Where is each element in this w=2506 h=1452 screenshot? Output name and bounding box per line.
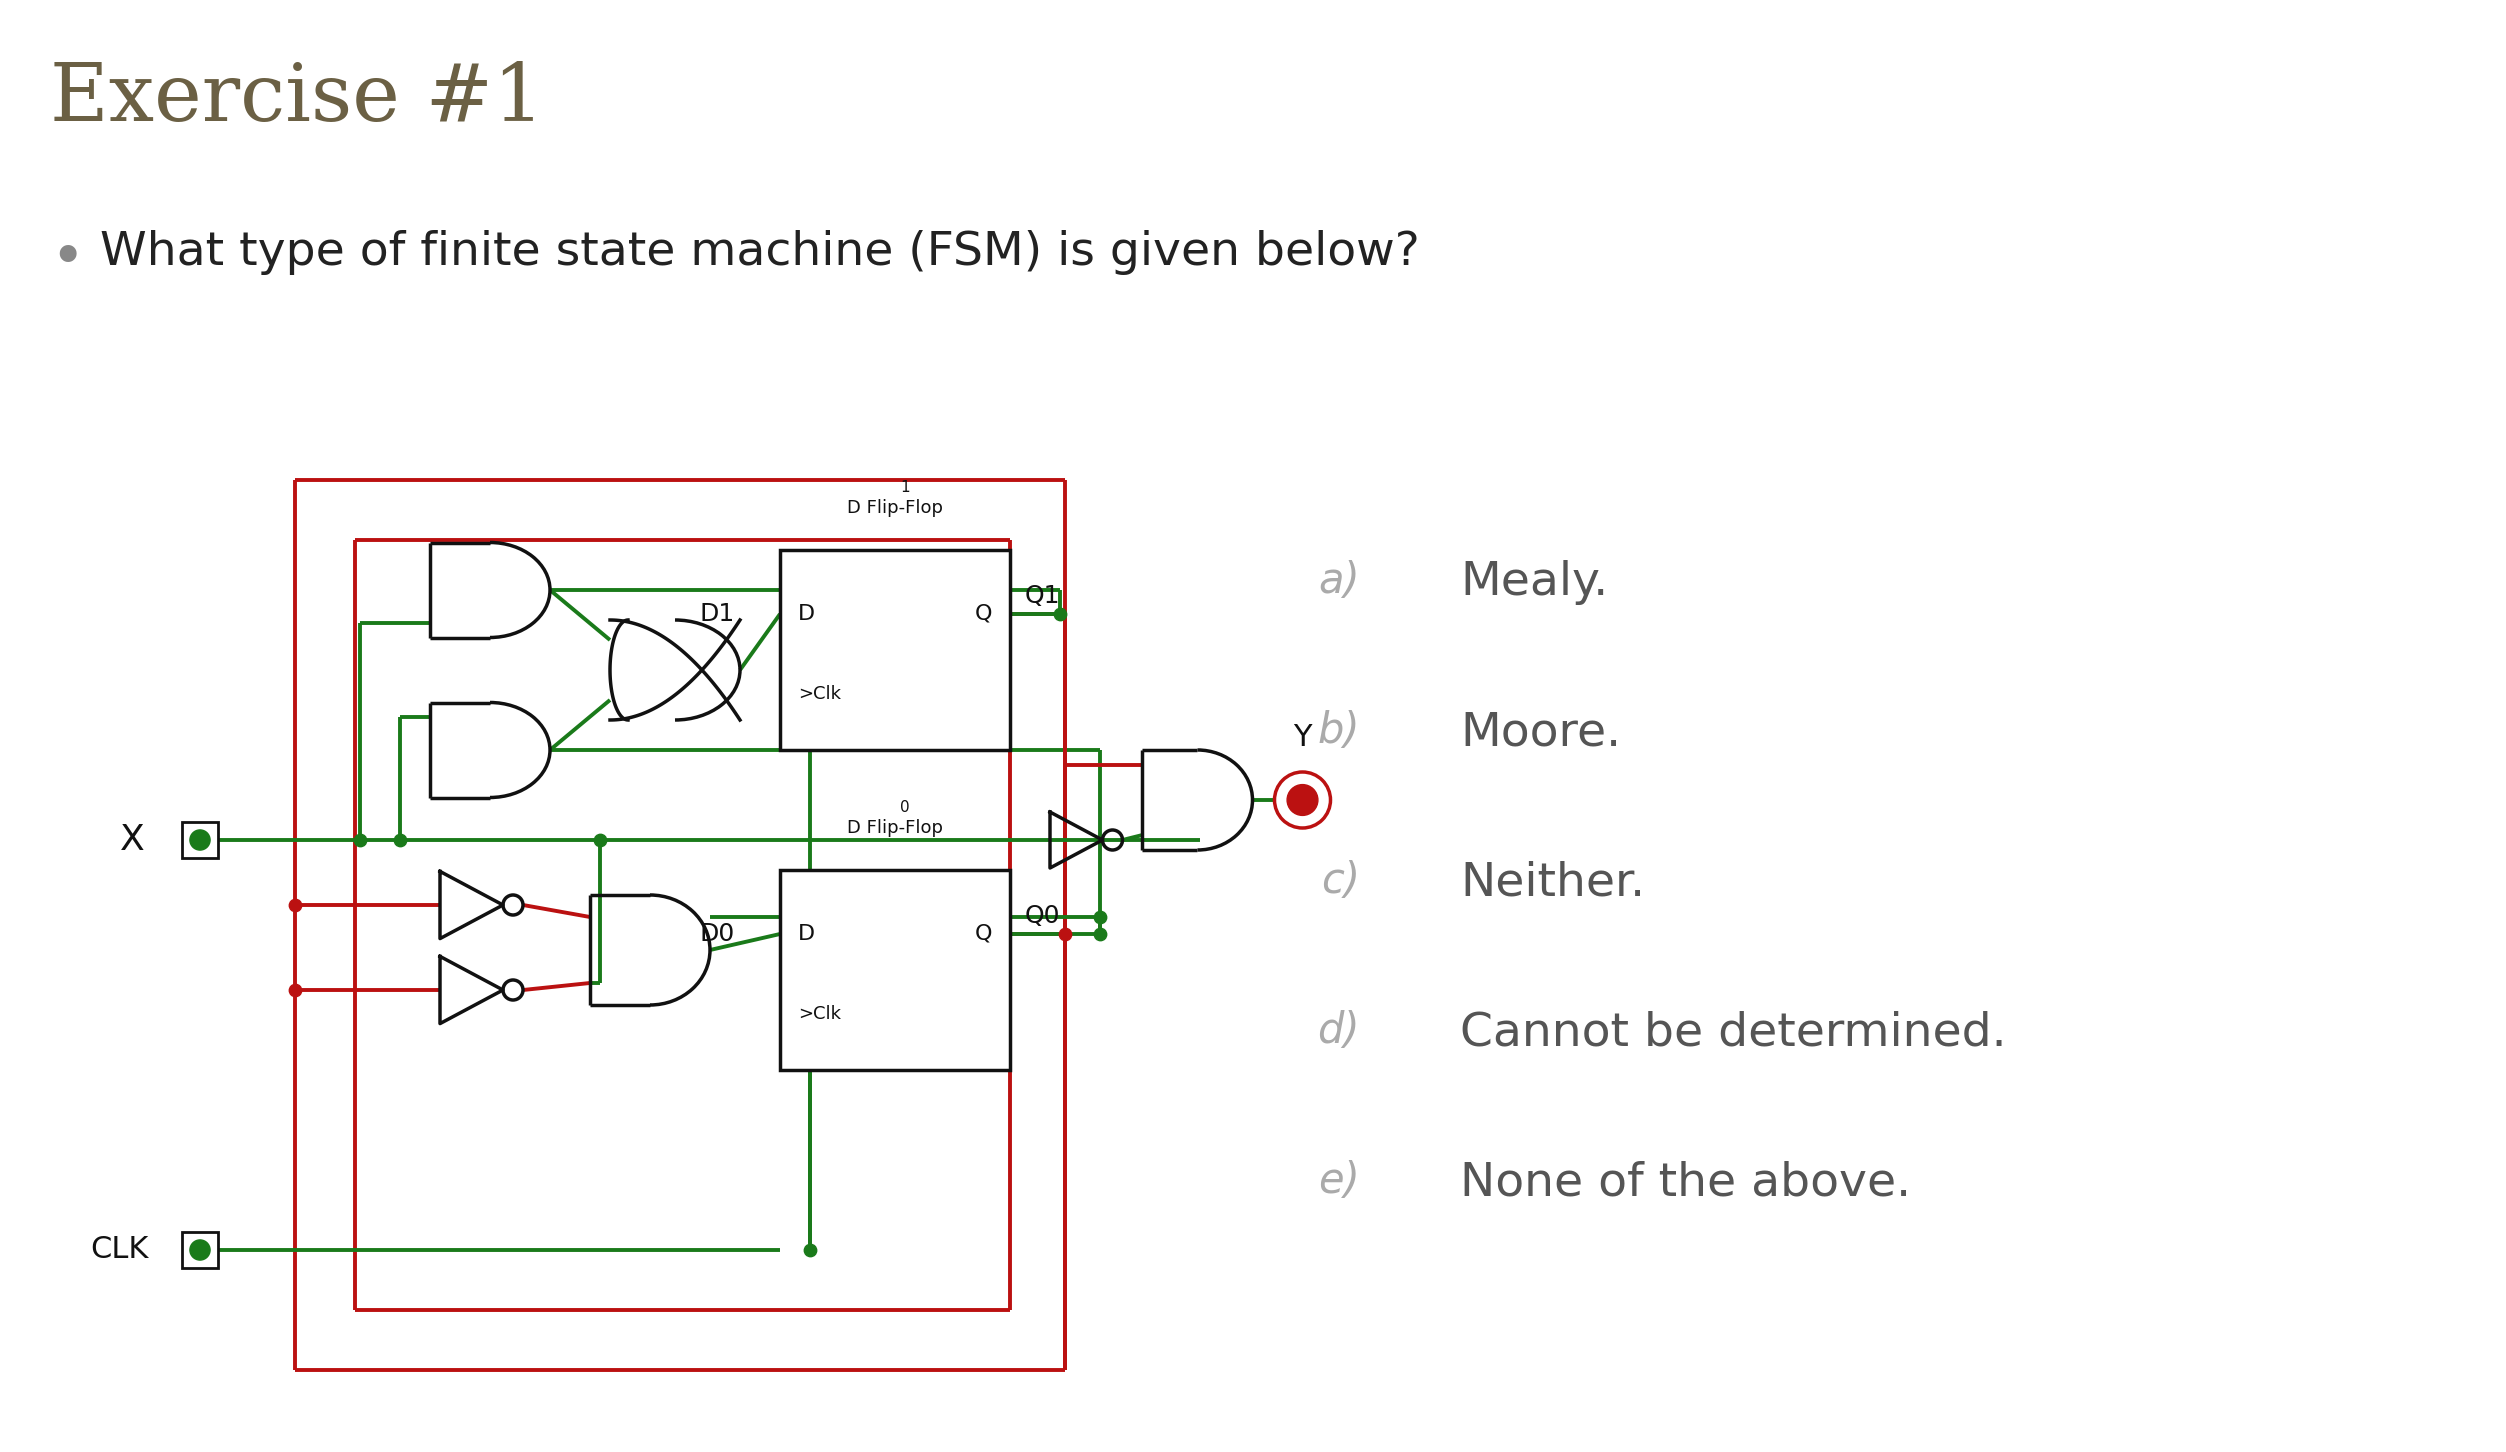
Text: D1: D1	[699, 603, 734, 626]
Text: Y: Y	[1293, 723, 1311, 752]
Bar	[779, 550, 1010, 751]
Text: Moore.: Moore.	[1461, 710, 1621, 755]
Text: D: D	[797, 604, 814, 624]
Circle shape	[190, 831, 211, 849]
Text: D Flip-Flop: D Flip-Flop	[847, 819, 942, 836]
Point	[1040, 603, 1080, 626]
Text: D: D	[797, 923, 814, 944]
Text: 0: 0	[900, 800, 910, 816]
Text: d): d)	[1318, 1011, 1361, 1053]
Text: b): b)	[1318, 710, 1361, 752]
Text: D0: D0	[699, 922, 734, 947]
Text: Cannot be determined.: Cannot be determined.	[1461, 1011, 2007, 1056]
Text: CLK: CLK	[90, 1236, 148, 1265]
Circle shape	[190, 1240, 211, 1260]
Point	[789, 1239, 829, 1262]
Circle shape	[1288, 784, 1318, 816]
Point	[1080, 906, 1120, 929]
Text: 1: 1	[900, 481, 910, 495]
Point	[341, 829, 381, 852]
Text: >Clk: >Clk	[797, 685, 842, 703]
Point	[276, 979, 316, 1002]
Text: D Flip-Flop: D Flip-Flop	[847, 499, 942, 517]
Text: a): a)	[1318, 560, 1361, 603]
Point	[1045, 922, 1085, 945]
Text: Neither.: Neither.	[1461, 860, 1644, 905]
Point	[276, 893, 316, 916]
Bar	[183, 822, 218, 858]
Point	[381, 829, 421, 852]
Text: Q: Q	[975, 604, 992, 624]
Text: >Clk: >Clk	[797, 1005, 842, 1024]
Text: Q1: Q1	[1025, 584, 1060, 608]
Point	[1080, 922, 1120, 945]
Text: c): c)	[1321, 860, 1361, 902]
Text: Q: Q	[975, 923, 992, 944]
Bar	[779, 870, 1010, 1070]
Text: Exercise #1: Exercise #1	[50, 60, 544, 138]
Text: None of the above.: None of the above.	[1461, 1160, 1912, 1205]
Text: Mealy.: Mealy.	[1461, 560, 1609, 605]
Text: e): e)	[1318, 1160, 1361, 1202]
Text: •: •	[50, 229, 85, 287]
Text: X: X	[120, 823, 145, 857]
Text: Q0: Q0	[1025, 905, 1060, 928]
Bar	[183, 1231, 218, 1268]
Point	[579, 829, 619, 852]
Text: What type of finite state machine (FSM) is given below?: What type of finite state machine (FSM) …	[100, 229, 1421, 274]
